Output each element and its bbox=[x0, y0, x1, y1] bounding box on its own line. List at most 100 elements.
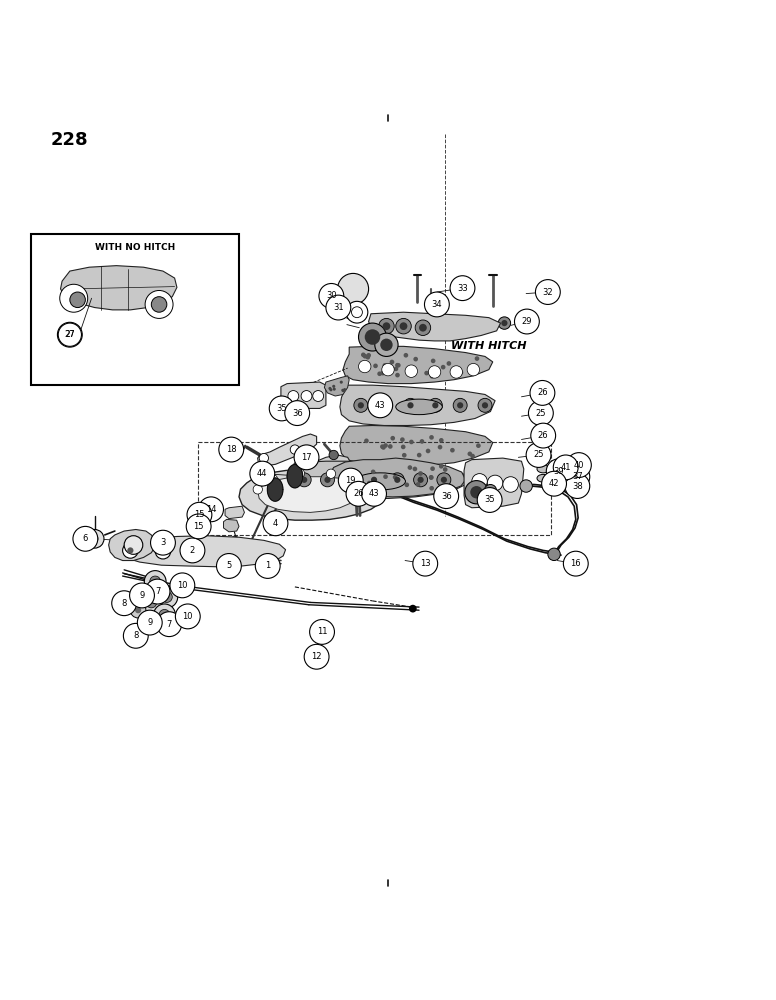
Circle shape bbox=[217, 554, 241, 578]
Circle shape bbox=[498, 317, 511, 329]
Circle shape bbox=[137, 610, 162, 635]
Circle shape bbox=[150, 576, 161, 587]
Text: 15: 15 bbox=[193, 522, 204, 531]
Circle shape bbox=[371, 470, 376, 474]
Circle shape bbox=[424, 292, 449, 317]
Circle shape bbox=[297, 473, 311, 487]
Circle shape bbox=[459, 370, 463, 375]
Circle shape bbox=[130, 602, 146, 618]
Circle shape bbox=[395, 373, 400, 377]
Circle shape bbox=[332, 385, 335, 388]
Text: 10: 10 bbox=[177, 581, 188, 590]
Circle shape bbox=[138, 594, 144, 600]
Circle shape bbox=[443, 467, 448, 472]
Circle shape bbox=[320, 473, 334, 487]
Text: 43: 43 bbox=[375, 401, 386, 410]
Circle shape bbox=[157, 612, 182, 637]
Circle shape bbox=[344, 473, 358, 487]
Circle shape bbox=[514, 309, 539, 334]
Circle shape bbox=[390, 473, 404, 487]
Circle shape bbox=[263, 511, 288, 536]
Circle shape bbox=[146, 597, 157, 608]
Circle shape bbox=[553, 455, 578, 480]
Polygon shape bbox=[116, 536, 286, 567]
Circle shape bbox=[439, 464, 444, 469]
Circle shape bbox=[450, 366, 462, 378]
Text: 26: 26 bbox=[538, 431, 549, 440]
Text: 5: 5 bbox=[227, 561, 231, 570]
Circle shape bbox=[359, 360, 371, 373]
Text: 2: 2 bbox=[190, 546, 195, 555]
Circle shape bbox=[531, 423, 556, 448]
Circle shape bbox=[326, 295, 351, 320]
Circle shape bbox=[269, 396, 294, 421]
Circle shape bbox=[404, 398, 417, 412]
Circle shape bbox=[565, 474, 590, 498]
Text: 14: 14 bbox=[206, 505, 217, 514]
Circle shape bbox=[395, 363, 400, 368]
Text: 25: 25 bbox=[535, 409, 546, 418]
Circle shape bbox=[426, 449, 431, 453]
Polygon shape bbox=[464, 458, 524, 508]
Circle shape bbox=[475, 356, 480, 361]
Circle shape bbox=[470, 454, 475, 458]
Text: 42: 42 bbox=[549, 479, 559, 488]
Circle shape bbox=[371, 477, 377, 483]
Circle shape bbox=[450, 448, 455, 453]
Polygon shape bbox=[340, 426, 493, 466]
Circle shape bbox=[133, 589, 149, 605]
Circle shape bbox=[520, 480, 532, 492]
Text: 9: 9 bbox=[147, 618, 152, 627]
Circle shape bbox=[140, 592, 162, 613]
Circle shape bbox=[328, 387, 331, 390]
Polygon shape bbox=[281, 382, 326, 408]
Text: 36: 36 bbox=[292, 409, 303, 418]
Circle shape bbox=[413, 467, 417, 471]
Circle shape bbox=[186, 514, 211, 539]
Circle shape bbox=[383, 474, 388, 479]
Circle shape bbox=[365, 355, 370, 360]
Circle shape bbox=[420, 439, 424, 444]
Circle shape bbox=[161, 592, 172, 602]
Circle shape bbox=[413, 551, 438, 576]
Circle shape bbox=[367, 486, 376, 495]
Circle shape bbox=[367, 481, 372, 485]
Circle shape bbox=[358, 402, 364, 408]
Circle shape bbox=[380, 444, 385, 449]
Circle shape bbox=[404, 483, 409, 487]
Circle shape bbox=[343, 470, 348, 475]
Text: 26: 26 bbox=[353, 489, 364, 498]
Polygon shape bbox=[310, 455, 351, 477]
Text: 10: 10 bbox=[182, 612, 193, 621]
Text: 16: 16 bbox=[570, 559, 581, 568]
Circle shape bbox=[362, 354, 367, 359]
Circle shape bbox=[528, 401, 553, 426]
Polygon shape bbox=[258, 477, 359, 512]
Text: 38: 38 bbox=[572, 482, 583, 491]
Circle shape bbox=[416, 482, 421, 487]
Ellipse shape bbox=[355, 473, 406, 490]
Circle shape bbox=[123, 543, 138, 558]
Text: 8: 8 bbox=[122, 599, 126, 608]
Text: 228: 228 bbox=[50, 131, 88, 149]
Text: 9: 9 bbox=[140, 591, 144, 600]
Circle shape bbox=[304, 644, 329, 669]
Circle shape bbox=[394, 477, 400, 483]
Circle shape bbox=[379, 398, 393, 412]
Circle shape bbox=[424, 371, 429, 375]
Circle shape bbox=[255, 554, 280, 578]
Circle shape bbox=[409, 440, 414, 444]
Circle shape bbox=[441, 365, 445, 369]
Circle shape bbox=[446, 361, 451, 366]
Circle shape bbox=[250, 461, 275, 486]
Circle shape bbox=[438, 445, 442, 449]
Ellipse shape bbox=[396, 399, 442, 415]
Text: 41: 41 bbox=[560, 463, 571, 472]
Circle shape bbox=[414, 357, 418, 361]
Circle shape bbox=[319, 283, 344, 308]
Text: 32: 32 bbox=[542, 288, 553, 297]
Circle shape bbox=[352, 475, 362, 485]
Text: 40: 40 bbox=[573, 461, 584, 470]
Circle shape bbox=[428, 304, 434, 310]
Circle shape bbox=[404, 353, 408, 358]
